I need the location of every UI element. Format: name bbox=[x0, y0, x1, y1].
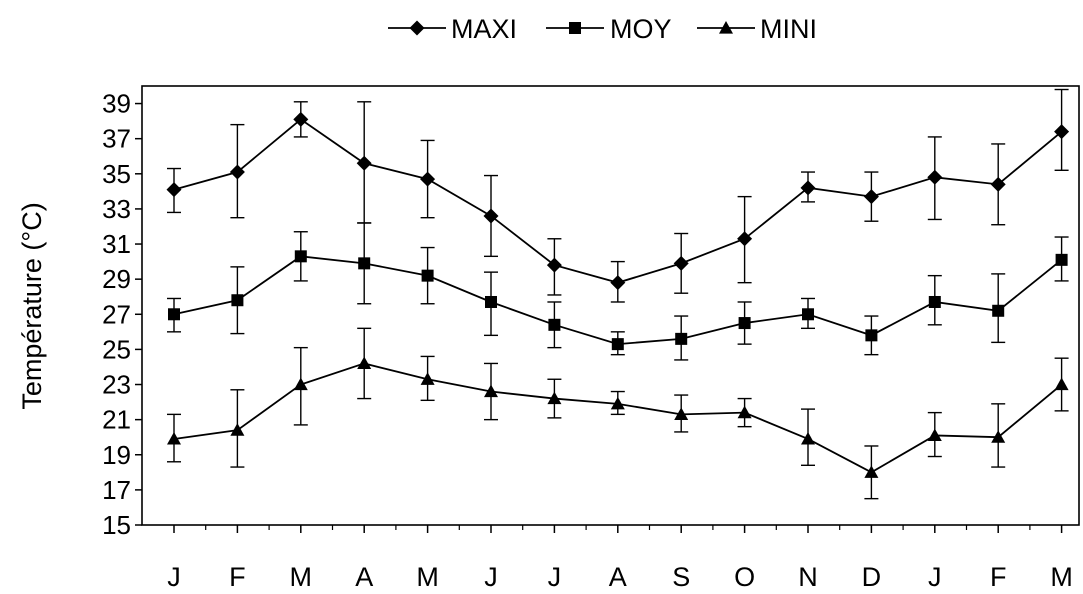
plot-frame bbox=[141, 85, 1080, 526]
point-moy bbox=[231, 294, 244, 307]
point-mini bbox=[1054, 377, 1069, 391]
x-tick-label: S bbox=[672, 562, 690, 589]
x-tick-label: O bbox=[734, 562, 755, 589]
legend-label-moy: MOY bbox=[610, 14, 672, 44]
series-markers bbox=[166, 111, 1070, 478]
x-tick-label: J bbox=[484, 562, 498, 589]
point-maxi bbox=[800, 180, 816, 196]
point-moy bbox=[928, 295, 941, 308]
point-moy bbox=[485, 295, 497, 308]
point-maxi bbox=[166, 182, 182, 198]
point-mini bbox=[610, 396, 625, 410]
x-tick-label: F bbox=[229, 562, 246, 589]
legend-marker-moy bbox=[569, 22, 581, 34]
point-maxi bbox=[229, 164, 245, 180]
y-tick-label: 25 bbox=[102, 334, 131, 364]
point-maxi bbox=[483, 208, 499, 224]
y-tick-label: 17 bbox=[102, 475, 131, 505]
y-tick-label: 39 bbox=[102, 89, 131, 119]
point-maxi bbox=[737, 231, 753, 247]
point-moy bbox=[802, 308, 814, 321]
point-mini bbox=[864, 465, 879, 478]
y-tick-label: 35 bbox=[102, 159, 131, 189]
point-maxi bbox=[990, 176, 1006, 192]
legend-marker-maxi bbox=[409, 20, 425, 36]
x-tick-label: D bbox=[862, 562, 882, 589]
point-moy bbox=[294, 250, 307, 263]
point-maxi bbox=[927, 169, 943, 185]
point-mini bbox=[230, 423, 245, 436]
y-tick-label: 21 bbox=[102, 405, 131, 435]
y-tick-label: 27 bbox=[102, 299, 131, 329]
x-tick-label: F bbox=[990, 562, 1007, 589]
point-moy bbox=[865, 329, 878, 342]
point-maxi bbox=[546, 257, 562, 273]
point-mini bbox=[674, 407, 689, 420]
x-tick-label: M bbox=[290, 562, 313, 589]
point-moy bbox=[421, 269, 434, 282]
point-moy bbox=[168, 308, 180, 321]
x-tick-label: M bbox=[416, 562, 439, 589]
point-maxi bbox=[293, 111, 309, 127]
point-maxi bbox=[1054, 124, 1070, 140]
point-maxi bbox=[420, 171, 436, 187]
point-mini bbox=[737, 405, 752, 419]
point-maxi bbox=[673, 255, 689, 271]
y-tick-label: 15 bbox=[102, 510, 131, 540]
point-maxi bbox=[610, 275, 626, 291]
point-moy bbox=[738, 317, 751, 330]
series-line-maxi bbox=[173, 118, 1063, 284]
point-mini bbox=[357, 356, 372, 370]
point-moy bbox=[1055, 253, 1068, 266]
point-mini bbox=[927, 428, 942, 442]
point-mini bbox=[484, 384, 498, 398]
axes: Température (°C) 15 17 19 21 23 25 27 29 31 33 35 3… bbox=[17, 85, 1080, 592]
y-tick-label: 33 bbox=[102, 194, 131, 224]
y-tick-label: 37 bbox=[102, 124, 131, 154]
point-maxi bbox=[356, 155, 372, 171]
y-axis-label: Température (°C) bbox=[17, 202, 47, 409]
point-mini bbox=[801, 431, 815, 445]
point-moy bbox=[358, 257, 371, 270]
legend-label-mini: MINI bbox=[760, 14, 817, 44]
point-mini bbox=[420, 372, 435, 385]
x-tick-label: J bbox=[928, 562, 942, 589]
y-tick-label: 23 bbox=[102, 370, 131, 400]
point-mini bbox=[293, 377, 308, 391]
point-moy bbox=[548, 318, 561, 331]
point-maxi bbox=[863, 189, 879, 205]
legend-label-maxi: MAXI bbox=[451, 14, 517, 44]
point-moy bbox=[992, 304, 1005, 317]
x-tick-label: J bbox=[167, 562, 181, 589]
x-tick-label: A bbox=[609, 562, 627, 589]
x-tick-label: J bbox=[548, 562, 562, 589]
point-mini bbox=[991, 430, 1006, 443]
point-moy bbox=[611, 338, 624, 351]
y-tick-label: 19 bbox=[102, 440, 131, 470]
x-tick-label: A bbox=[355, 562, 373, 589]
legend-marker-mini bbox=[719, 21, 733, 34]
legend: MAXI MOY MINI bbox=[388, 14, 817, 44]
x-tick-label: N bbox=[798, 562, 818, 589]
x-tick-label: M bbox=[1050, 562, 1073, 589]
point-moy bbox=[675, 332, 688, 345]
y-tick-label: 29 bbox=[102, 264, 131, 294]
point-mini bbox=[167, 431, 181, 445]
point-mini bbox=[547, 391, 562, 405]
y-tick-label: 31 bbox=[102, 229, 131, 259]
